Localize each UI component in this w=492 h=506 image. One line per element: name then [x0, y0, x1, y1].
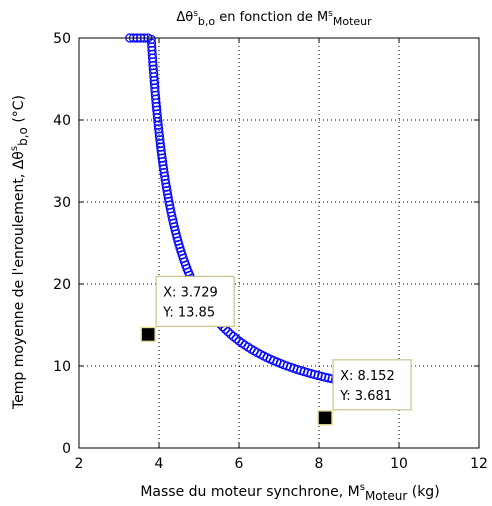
data-point: [157, 157, 168, 167]
x-tick-label: 8: [315, 456, 324, 472]
x-tick-label: 2: [75, 456, 84, 472]
datatip-marker: [317, 410, 333, 426]
data-point: [162, 186, 172, 196]
data-point: [151, 98, 161, 108]
data-series: [125, 33, 412, 396]
data-point: [231, 334, 241, 344]
data-point: [155, 135, 165, 145]
data-point: [151, 101, 162, 112]
data-point: [160, 171, 170, 181]
data-point: [223, 327, 233, 337]
data-point: [148, 57, 158, 67]
data-point: [158, 160, 168, 170]
datatip-y-label: Y: 3.681: [339, 389, 392, 404]
data-point: [320, 372, 330, 382]
data-point: [228, 331, 239, 342]
datatip-box: [155, 275, 235, 328]
datatip-marker: [140, 326, 156, 343]
data-point: [154, 127, 164, 138]
data-point: [157, 153, 167, 163]
data-point: [159, 167, 169, 178]
y-axis-label: Temp moyenne de l'enroulement, Δθsb,o (°…: [9, 95, 30, 410]
data-point: [155, 138, 165, 149]
data-point: [306, 369, 316, 379]
x-tick-label: 10: [390, 456, 408, 472]
y-tick-label: 30: [53, 195, 71, 211]
grid-lines: [79, 38, 479, 448]
x-tick-label: 12: [470, 456, 488, 472]
data-point: [161, 182, 171, 192]
datatip-y-label: Y: 13.85: [162, 305, 215, 320]
data-point: [149, 72, 159, 82]
data-point: [169, 222, 179, 232]
axes-box: [78, 37, 480, 449]
data-point: [154, 131, 165, 141]
chart-title: Δθsb,o en fonction de MsMoteur: [176, 9, 372, 28]
datatip-x-label: X: 8.152: [340, 369, 395, 384]
data-point: [157, 149, 167, 159]
y-tick-label: 40: [53, 113, 71, 129]
datatip: X: 3.729 Y: 13.85: [140, 275, 235, 343]
y-tick-label: 0: [62, 441, 71, 457]
y-tick-label: 50: [53, 31, 71, 47]
datatip-x-label: X: 3.729: [163, 285, 218, 300]
data-point: [309, 369, 320, 380]
axis-ticks: 2 4 6 8 10 12 0 10 20 30 40 50: [53, 31, 488, 472]
data-point: [156, 146, 166, 156]
data-point: [156, 142, 166, 152]
datatips: X: 3.729 Y: 13.85 X: 8.152 Y: 3.681: [140, 275, 412, 426]
data-point: [316, 371, 327, 381]
data-point: [161, 178, 171, 189]
data-point: [226, 329, 236, 339]
x-tick-label: 4: [155, 456, 164, 472]
y-tick-label: 10: [53, 359, 71, 375]
data-point: [146, 38, 157, 48]
datatip-box: [332, 359, 412, 411]
data-point: [313, 370, 323, 381]
data-point: [303, 368, 313, 378]
datatip: X: 8.152 Y: 3.681: [317, 359, 412, 426]
y-tick-label: 20: [53, 277, 71, 293]
x-tick-label: 6: [235, 456, 244, 472]
x-axis-label: Masse du moteur synchrone, MsMoteur (kg): [140, 482, 439, 503]
